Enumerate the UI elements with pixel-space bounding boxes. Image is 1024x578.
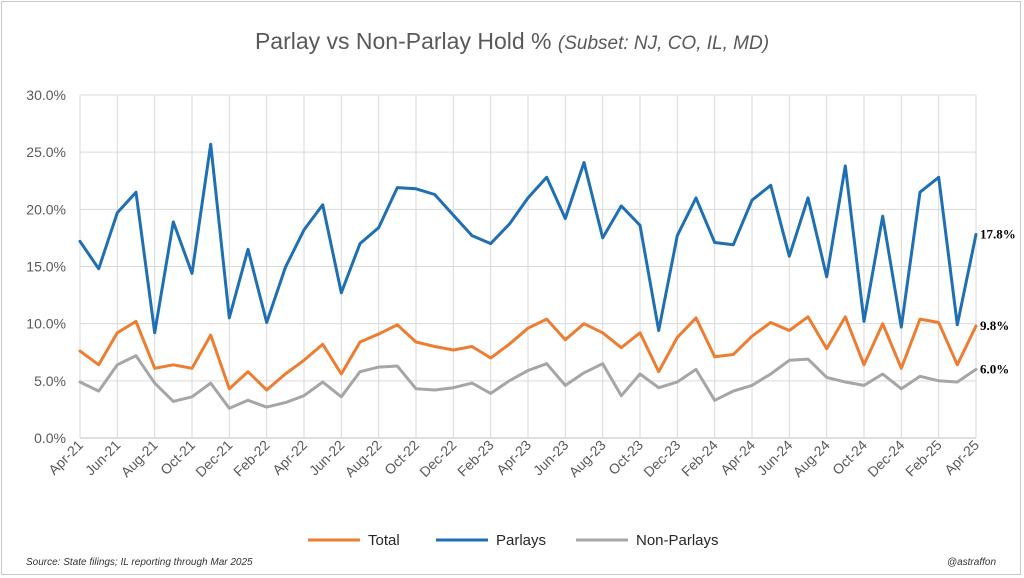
chart-title-main: Parlay vs Non-Parlay Hold % [254,28,552,54]
legend-label-parlays: Parlays [496,532,546,549]
x-tick-label: Apr-23 [493,437,534,478]
x-tick-label: Apr-24 [717,437,758,478]
series-lines [78,142,978,410]
x-tick-label: Dec-22 [416,437,459,480]
x-tick-label: Oct-22 [381,437,422,478]
end-label-total: 9.8% [980,318,1009,333]
x-tick-label: Jun-23 [530,437,572,479]
x-tick-label: Feb-23 [454,437,497,480]
x-tick-label: Oct-23 [605,437,646,478]
legend: Total Parlays Non-Parlays [308,532,719,549]
x-tick-label: Feb-22 [230,437,273,480]
end-label-parlays: 17.8% [980,226,1016,241]
gridlines [79,94,977,439]
x-tick-label: Aug-23 [566,437,609,480]
x-tick-label: Jun-22 [306,437,348,479]
chart-subtitle: (Subset: NJ, CO, IL, MD) [557,33,770,54]
x-tick-label: Aug-22 [342,437,385,480]
series-line-non-parlays [78,354,978,410]
x-tick-label: Dec-21 [192,437,235,480]
x-tick-label: Feb-24 [678,437,721,480]
legend-label-total: Total [368,532,400,549]
x-tick-label: Dec-23 [640,437,683,480]
x-tick-label: Jun-21 [82,437,124,479]
y-tick-label: 0.0% [34,430,66,446]
x-tick-label: Feb-25 [902,437,945,480]
x-tick-label: Apr-25 [941,437,982,478]
source-note: Source: State filings; IL reporting thro… [26,557,253,568]
x-tick-label: Dec-24 [864,437,907,480]
x-tick-label: Oct-24 [829,437,870,478]
chart-title: Parlay vs Non-Parlay Hold % (Subset: NJ,… [0,28,1024,55]
end-label-non-parlays: 6.0% [980,361,1009,376]
series-line-total [78,315,978,392]
y-tick-label: 5.0% [34,373,66,389]
series-line-parlays [78,142,978,335]
y-tick-label: 10.0% [26,316,66,332]
author-credit: @astraffon [946,557,996,568]
legend-label-non-parlays: Non-Parlays [636,532,719,549]
end-labels: 6.0% 9.8% 17.8% [980,226,1016,376]
y-tick-label: 25.0% [26,144,66,160]
y-tick-label: 20.0% [26,201,66,217]
y-axis-ticks: 0.0% 5.0% 10.0% 15.0% 20.0% 25.0% 30.0% [26,87,66,446]
x-tick-label: Aug-21 [118,437,161,480]
y-tick-label: 30.0% [26,87,66,103]
x-tick-label: Jun-24 [754,437,796,479]
x-tick-label: Apr-22 [269,437,310,478]
x-tick-label: Oct-21 [157,437,198,478]
x-tick-label: Aug-24 [790,437,833,480]
x-axis-ticks: Apr-21Jun-21Aug-21Oct-21Dec-21Feb-22Apr-… [45,437,982,480]
y-tick-label: 15.0% [26,259,66,275]
